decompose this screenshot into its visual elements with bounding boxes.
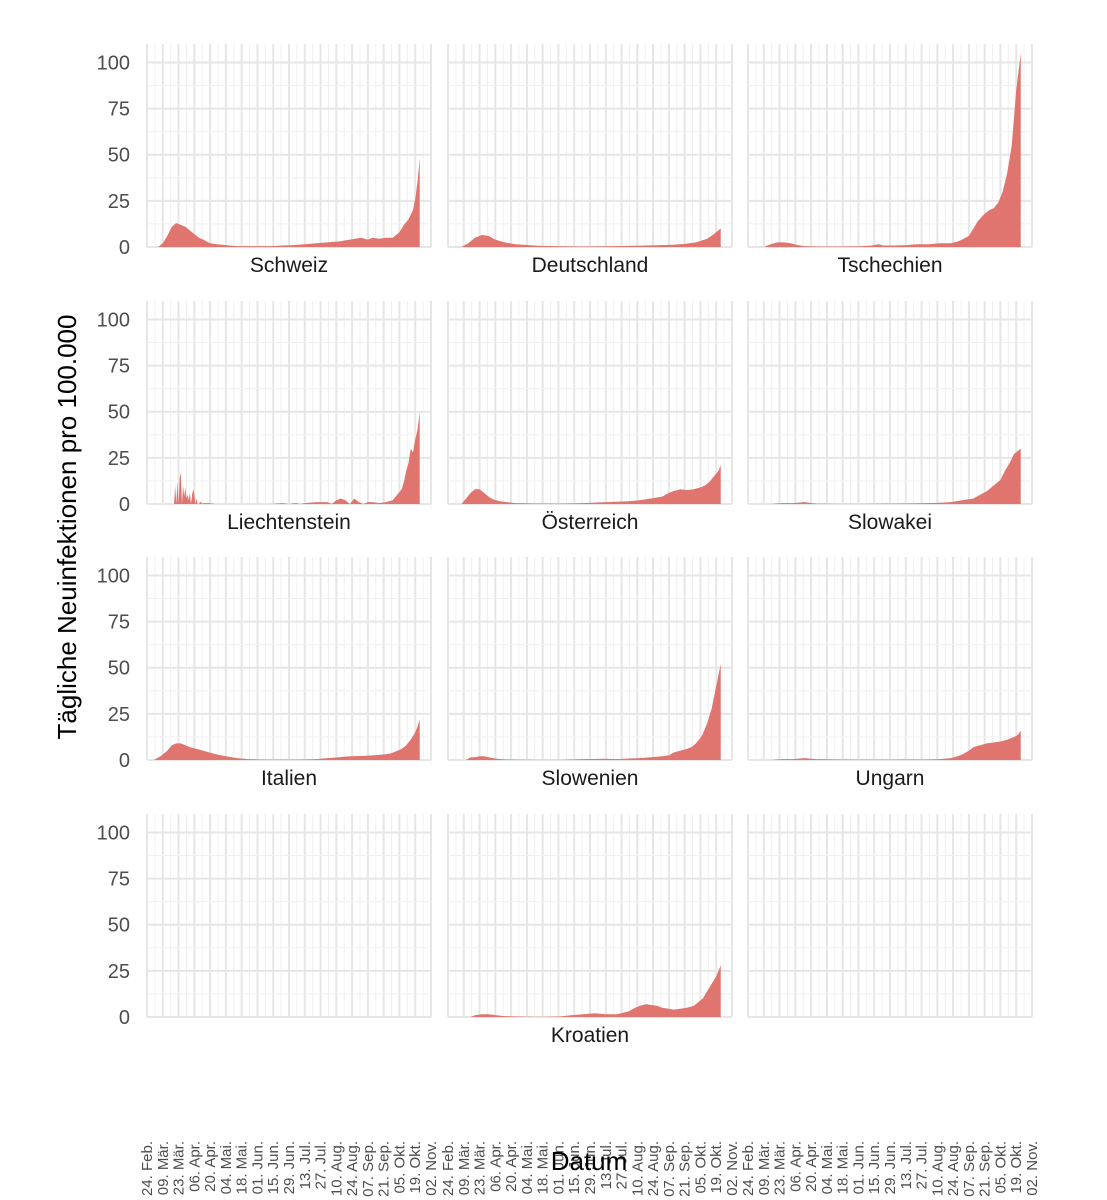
- y-tick-label: 100: [97, 822, 130, 844]
- x-tick-label: 06. Apr.: [186, 1141, 203, 1192]
- y-tick-label: 75: [108, 869, 130, 891]
- x-tick-label: 02. Nov.: [423, 1141, 440, 1196]
- area-series: [448, 664, 721, 760]
- x-tick-label: 19. Okt.: [708, 1141, 725, 1194]
- x-tick-label: 27. Jul.: [914, 1141, 931, 1189]
- x-tick-label: 24. Feb.: [440, 1141, 457, 1196]
- area-series: [147, 719, 420, 760]
- x-tick-label: 13. Jul.: [297, 1141, 314, 1189]
- x-tick-label: 21. Sep.: [677, 1141, 694, 1197]
- x-tick-label: 23. Mär.: [772, 1141, 789, 1195]
- facet-label: Deutschland: [532, 254, 649, 277]
- y-tick-label: 50: [108, 145, 130, 167]
- area-series: [748, 730, 1021, 760]
- x-tick-label: 07. Sep.: [661, 1141, 678, 1197]
- facet-label: Schweiz: [250, 254, 328, 277]
- facet-label: Slowakei: [848, 511, 932, 534]
- area-series: [748, 448, 1021, 504]
- x-tick-label: 15. Jun.: [265, 1141, 282, 1194]
- x-tick-label: 24. Aug.: [344, 1141, 361, 1196]
- x-tick-label: 13. Jul.: [598, 1141, 615, 1189]
- area-series: [748, 53, 1021, 248]
- y-tick-label: 25: [108, 704, 130, 726]
- x-tick-label: 04. Mai.: [218, 1141, 235, 1194]
- y-tick-label: 50: [108, 658, 130, 680]
- y-tick-label: 25: [108, 961, 130, 983]
- x-tick-label: 04. Mai.: [819, 1141, 836, 1194]
- x-tick-label: 27. Jul.: [614, 1141, 631, 1189]
- x-tick-label: 19. Okt.: [407, 1141, 424, 1194]
- y-tick-label: 0: [119, 1007, 130, 1029]
- x-tick-label: 20. Apr.: [202, 1141, 219, 1192]
- x-tick-label: 24. Feb.: [740, 1141, 757, 1196]
- x-tick-label: 21. Sep.: [977, 1141, 994, 1197]
- x-tick-label: 29. Jun.: [882, 1141, 899, 1194]
- x-tick-label: 05. Okt.: [692, 1141, 709, 1194]
- x-tick-label: 18. Mai.: [835, 1141, 852, 1194]
- x-tick-label: 10. Aug.: [328, 1141, 345, 1196]
- x-tick-label: 07. Sep.: [961, 1141, 978, 1197]
- facet-label: Slowenien: [542, 767, 639, 790]
- y-tick-label: 50: [108, 915, 130, 937]
- x-tick-label: 24. Aug.: [945, 1141, 962, 1196]
- x-tick-label: 24. Feb.: [139, 1141, 156, 1196]
- x-tick-label: 13. Jul.: [898, 1141, 915, 1189]
- x-tick-label: 15. Jun.: [566, 1141, 583, 1194]
- y-tick-label: 100: [97, 309, 130, 331]
- area-series: [448, 965, 721, 1017]
- x-tick-label: 05. Okt.: [391, 1141, 408, 1194]
- x-tick-label: 24. Aug.: [645, 1141, 662, 1196]
- x-tick-label: 06. Apr.: [487, 1141, 504, 1192]
- y-tick-label: 100: [97, 565, 130, 587]
- facet-label: Ungarn: [856, 767, 925, 790]
- x-tick-label: 01. Jun.: [850, 1141, 867, 1194]
- x-tick-label: 01. Jun.: [550, 1141, 567, 1194]
- x-tick-label: 10. Aug.: [929, 1141, 946, 1196]
- x-tick-label: 04. Mai.: [519, 1141, 536, 1194]
- y-tick-label: 75: [108, 612, 130, 634]
- y-tick-label: 25: [108, 448, 130, 470]
- x-tick-label: 09. Mär.: [456, 1141, 473, 1195]
- x-tick-label: 20. Apr.: [503, 1141, 520, 1192]
- x-tick-label: 01. Jun.: [249, 1141, 266, 1194]
- y-tick-label: 75: [108, 99, 130, 121]
- y-tick-label: 75: [108, 356, 130, 378]
- area-series: [448, 465, 721, 504]
- y-tick-label: 25: [108, 191, 130, 213]
- facet-label: Österreich: [542, 511, 639, 534]
- x-tick-label: 18. Mai.: [535, 1141, 552, 1194]
- x-tick-label: 23. Mär.: [472, 1141, 489, 1195]
- x-tick-label: 27. Jul.: [313, 1141, 330, 1189]
- x-tick-label: 23. Mär.: [171, 1141, 188, 1195]
- x-tick-label: 10. Aug.: [629, 1141, 646, 1196]
- x-tick-label: 02. Nov.: [724, 1141, 741, 1196]
- x-tick-label: 09. Mär.: [155, 1141, 172, 1195]
- facet-label: Kroatien: [551, 1024, 629, 1047]
- x-axis-title: Datum: [551, 1146, 628, 1176]
- x-tick-label: 15. Jun.: [866, 1141, 883, 1194]
- y-tick-label: 0: [119, 750, 130, 772]
- y-axis-title: Tägliche Neuinfektionen pro 100.000: [52, 315, 82, 740]
- x-tick-label: 29. Jun.: [582, 1141, 599, 1194]
- x-tick-label: 18. Mai.: [234, 1141, 251, 1194]
- y-tick-label: 0: [119, 494, 130, 516]
- area-series: [147, 158, 420, 247]
- x-tick-label: 19. Okt.: [1008, 1141, 1025, 1194]
- facet-label: Liechtenstein: [227, 511, 351, 534]
- x-tick-label: 05. Okt.: [992, 1141, 1009, 1194]
- y-tick-label: 50: [108, 402, 130, 424]
- y-tick-label: 100: [97, 52, 130, 74]
- x-tick-label: 07. Sep.: [360, 1141, 377, 1197]
- y-tick-label: 0: [119, 237, 130, 259]
- facet-label: Italien: [261, 767, 317, 790]
- x-tick-label: 02. Nov.: [1024, 1141, 1041, 1196]
- area-series: [448, 228, 721, 247]
- facet-label: Tschechien: [837, 254, 942, 277]
- x-tick-label: 06. Apr.: [787, 1141, 804, 1192]
- x-tick-label: 09. Mär.: [756, 1141, 773, 1195]
- x-tick-label: 29. Jun.: [281, 1141, 298, 1194]
- x-tick-label: 21. Sep.: [376, 1141, 393, 1197]
- x-tick-label: 20. Apr.: [803, 1141, 820, 1192]
